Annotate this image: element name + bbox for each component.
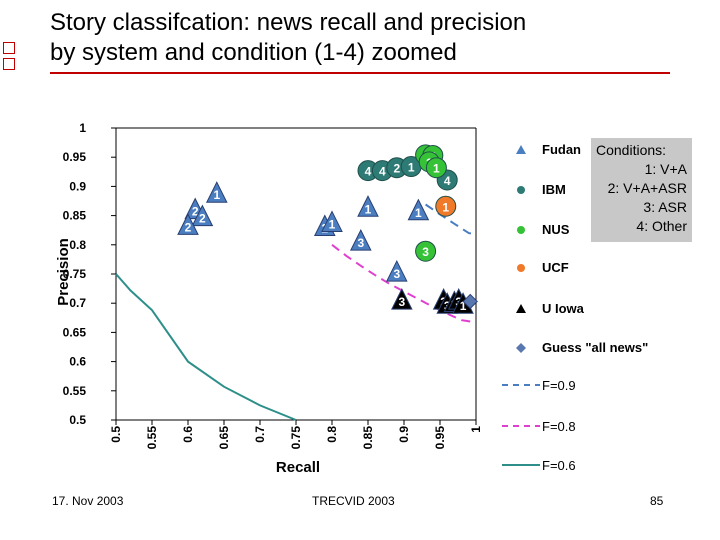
slide-title: Story classifcation: news recall and pre… (50, 8, 670, 68)
marker-fudan (349, 229, 372, 251)
legend-marker (517, 226, 525, 234)
marker-fudan (357, 195, 379, 217)
conditions-header: Conditions: (596, 142, 667, 158)
y-tick-label: 0.5 (69, 413, 86, 427)
point-label: 1 (365, 202, 372, 216)
point-label: 4 (365, 165, 372, 179)
marker-fudan (321, 210, 343, 232)
curve-f08 (331, 244, 477, 324)
point-label: 3 (398, 295, 405, 309)
y-tick-label: 0.6 (69, 355, 86, 369)
curve-f06 (115, 273, 297, 421)
condition-2: 2: V+A+ASR (607, 180, 687, 196)
legend-label: Fudan (542, 142, 581, 157)
point-label: 1 (460, 299, 467, 313)
x-tick-label: 0.55 (145, 426, 159, 450)
legend-label: IBM (542, 182, 566, 197)
point-label: 4 (444, 174, 451, 188)
y-axis-title: Precision (55, 238, 72, 306)
corner-box-top (3, 42, 15, 54)
y-tick-label: 0.7 (69, 296, 86, 310)
marker-fudan (407, 198, 430, 221)
y-tick-label: 0.75 (63, 267, 87, 281)
marker-fudan (177, 213, 199, 235)
x-tick-label: 0.7 (253, 426, 267, 443)
curve-f09 (425, 203, 477, 236)
legend-curve-label: F=0.6 (542, 458, 576, 473)
marker-guess--all-news- (462, 293, 478, 310)
y-tick-label: 0.85 (63, 209, 87, 223)
footer-center: TRECVID 2003 (312, 494, 395, 508)
x-tick-label: 0.6 (181, 426, 195, 443)
footer-page: 85 (650, 494, 664, 508)
legend-marker (517, 186, 525, 194)
marker-u-iowa (391, 287, 413, 310)
x-axis-title: Recall (276, 459, 320, 476)
legend-curve-label: F=0.8 (542, 419, 576, 434)
legend-curve-label: F=0.9 (542, 378, 576, 393)
x-tick-label: 0.9 (397, 426, 411, 443)
point-label: 2 (393, 162, 400, 176)
conditions-box: Conditions: 1: V+A 2: V+A+ASR 3: ASR 4: … (591, 138, 692, 242)
marker-fudan (385, 259, 408, 282)
corner-box-bottom (3, 58, 15, 70)
legend-label: UCF (542, 260, 569, 275)
point-label: 1 (213, 188, 220, 202)
title-line-1: Story classifcation: news recall and pre… (50, 9, 527, 36)
x-tick-label: 1 (469, 426, 483, 433)
y-tick-label: 0.65 (63, 325, 87, 339)
y-tick-label: 0.95 (63, 150, 87, 164)
legend-label: Guess "all news" (542, 340, 648, 355)
marker-nus (415, 240, 437, 262)
point-label: 1 (329, 217, 336, 231)
marker-nus (425, 157, 447, 179)
point-label: 2 (185, 220, 192, 234)
point-label: 3 (393, 267, 400, 281)
condition-1: 1: V+A (644, 161, 687, 177)
legend-marker (516, 343, 526, 353)
legend-marker (516, 304, 526, 313)
marker-fudan (205, 181, 228, 203)
point-label: 1 (433, 162, 440, 176)
legend-marker (516, 145, 526, 154)
legend-label: U Iowa (542, 301, 585, 316)
x-tick-label: 0.65 (217, 426, 231, 450)
point-label: 2 (199, 212, 206, 226)
legend-label: NUS (542, 222, 570, 237)
y-tick-label: 1 (79, 121, 86, 135)
title-underline (50, 72, 670, 74)
x-tick-label: 0.5 (109, 426, 123, 443)
x-tick-label: 0.8 (325, 426, 339, 443)
point-label: 4 (379, 165, 386, 179)
point-label: 3 (422, 245, 429, 259)
y-tick-label: 0.8 (69, 238, 86, 252)
legend-marker (517, 264, 525, 272)
marker-fudan (191, 204, 214, 227)
y-tick-label: 0.9 (69, 179, 86, 193)
title-line-2: by system and condition (1-4) zoomed (50, 39, 457, 66)
condition-4: 4: Other (636, 218, 687, 234)
point-label: 1 (442, 200, 449, 214)
footer-date: 17. Nov 2003 (52, 494, 124, 508)
x-tick-label: 0.95 (433, 426, 447, 450)
x-tick-label: 0.85 (361, 426, 375, 450)
x-tick-label: 0.75 (289, 426, 303, 450)
point-label: 3 (357, 236, 364, 250)
condition-3: 3: ASR (643, 199, 687, 215)
marker-ucf (435, 195, 457, 217)
y-tick-label: 0.55 (63, 384, 87, 398)
point-label: 1 (408, 161, 415, 175)
point-label: 1 (415, 206, 422, 220)
point-label: 2 (192, 205, 199, 219)
